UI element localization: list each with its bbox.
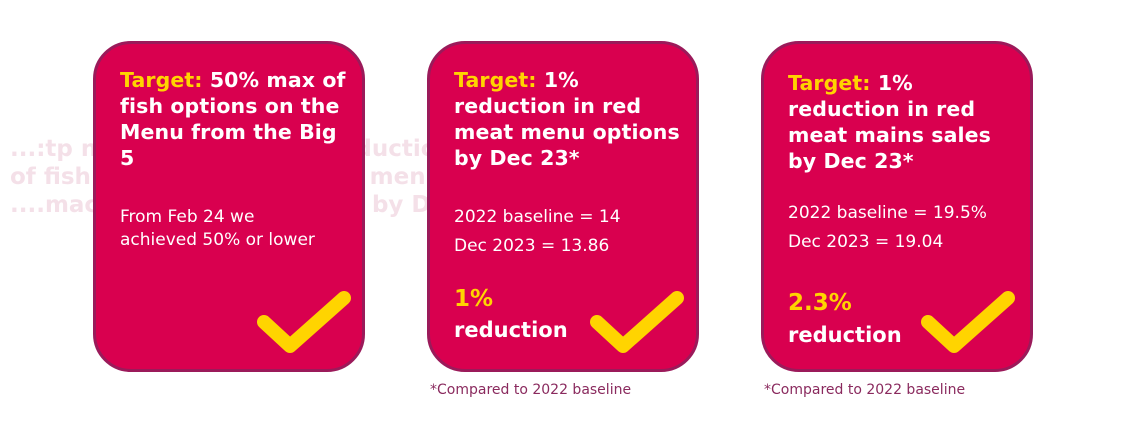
reduction-value: 1% xyxy=(454,286,494,312)
footnote: *Compared to 2022 baseline xyxy=(764,382,966,398)
current-line: Dec 2023 = 13.86 xyxy=(454,236,610,256)
fish-options-target-card: Target: 50% max of fish options on the M… xyxy=(93,41,365,372)
footnote: *Compared to 2022 baseline xyxy=(430,382,632,398)
result-details: 2022 baseline = 19.5% Dec 2023 = 19.04 xyxy=(788,199,987,257)
checkmark-icon xyxy=(257,291,351,353)
target-heading: Target: 50% max of fish options on the M… xyxy=(120,67,352,171)
baseline-line: 2022 baseline = 14 xyxy=(454,207,621,227)
target-text: 1% reduction in red meat menu options by… xyxy=(454,68,680,170)
baseline-line: 2022 baseline = 19.5% xyxy=(788,203,987,223)
reduction-value: 2.3% xyxy=(788,290,852,316)
target-heading: Target: 1% reduction in red meat mains s… xyxy=(788,70,1020,174)
target-text: 1% reduction in red meat mains sales by … xyxy=(788,71,991,173)
target-label: Target: xyxy=(454,68,537,92)
target-label: Target: xyxy=(788,71,871,95)
current-line: Dec 2023 = 19.04 xyxy=(788,232,944,252)
result-details: 2022 baseline = 14 Dec 2023 = 13.86 xyxy=(454,203,621,261)
result-details: From Feb 24 we achieved 50% or lower xyxy=(120,206,315,252)
red-meat-mains-target-card: Target: 1% reduction in red meat mains s… xyxy=(761,41,1033,372)
target-text: 50% max of fish options on the Menu from… xyxy=(120,68,346,170)
checkmark-icon xyxy=(590,291,684,353)
detail-line: achieved 50% or lower xyxy=(120,230,315,250)
target-heading: Target: 1% reduction in red meat menu op… xyxy=(454,67,686,171)
reduction-label: reduction xyxy=(454,318,568,342)
target-label: Target: xyxy=(120,68,203,92)
detail-line: From Feb 24 we xyxy=(120,207,255,227)
checkmark-icon xyxy=(921,291,1015,353)
red-meat-menu-target-card: Target: 1% reduction in red meat menu op… xyxy=(427,41,699,372)
reduction-label: reduction xyxy=(788,323,902,347)
